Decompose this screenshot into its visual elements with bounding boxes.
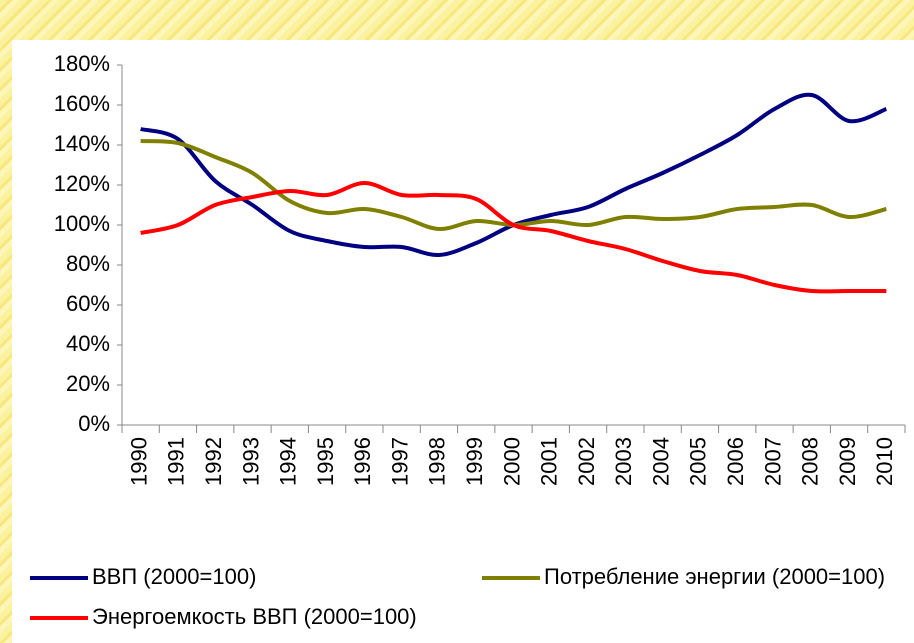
x-tick-label: 1997	[387, 437, 412, 486]
x-tick-label: 2004	[648, 437, 673, 486]
x-tick-label: 1993	[238, 437, 263, 486]
y-tick-label: 0%	[78, 411, 110, 436]
x-tick-label: 2010	[872, 437, 897, 486]
y-tick-label: 140%	[54, 131, 110, 156]
series-line	[140, 181, 887, 294]
x-tick-label: 2008	[798, 437, 823, 486]
x-tick-label: 1999	[462, 437, 487, 486]
y-tick-label: 20%	[66, 371, 110, 396]
x-tick-label: 1991	[164, 437, 189, 486]
x-tick-label: 1996	[350, 437, 375, 486]
x-tick-label: 2005	[686, 437, 711, 486]
y-tick-label: 60%	[66, 291, 110, 316]
x-tick-label: 1995	[313, 437, 338, 486]
x-tick-label: 2006	[723, 437, 748, 486]
y-tick-label: 100%	[54, 211, 110, 236]
y-tick-label: 180%	[54, 51, 110, 76]
x-tick-label: 2009	[835, 437, 860, 486]
y-tick-label: 120%	[54, 171, 110, 196]
y-tick-label: 160%	[54, 91, 110, 116]
legend-label: ВВП (2000=100)	[92, 564, 256, 589]
legend-label: Потребление энергии (2000=100)	[544, 564, 885, 589]
x-tick-label: 2001	[537, 437, 562, 486]
legend-label: Энергоемкость ВВП (2000=100)	[92, 604, 417, 629]
x-tick-label: 1992	[201, 437, 226, 486]
x-tick-label: 2007	[760, 437, 785, 486]
x-tick-label: 1994	[276, 437, 301, 486]
y-tick-label: 40%	[66, 331, 110, 356]
x-tick-label: 2003	[611, 437, 636, 486]
x-tick-label: 2002	[574, 437, 599, 486]
x-tick-label: 2000	[499, 437, 524, 486]
x-tick-label: 1990	[126, 437, 151, 486]
x-tick-label: 1998	[425, 437, 450, 486]
y-tick-label: 80%	[66, 251, 110, 276]
